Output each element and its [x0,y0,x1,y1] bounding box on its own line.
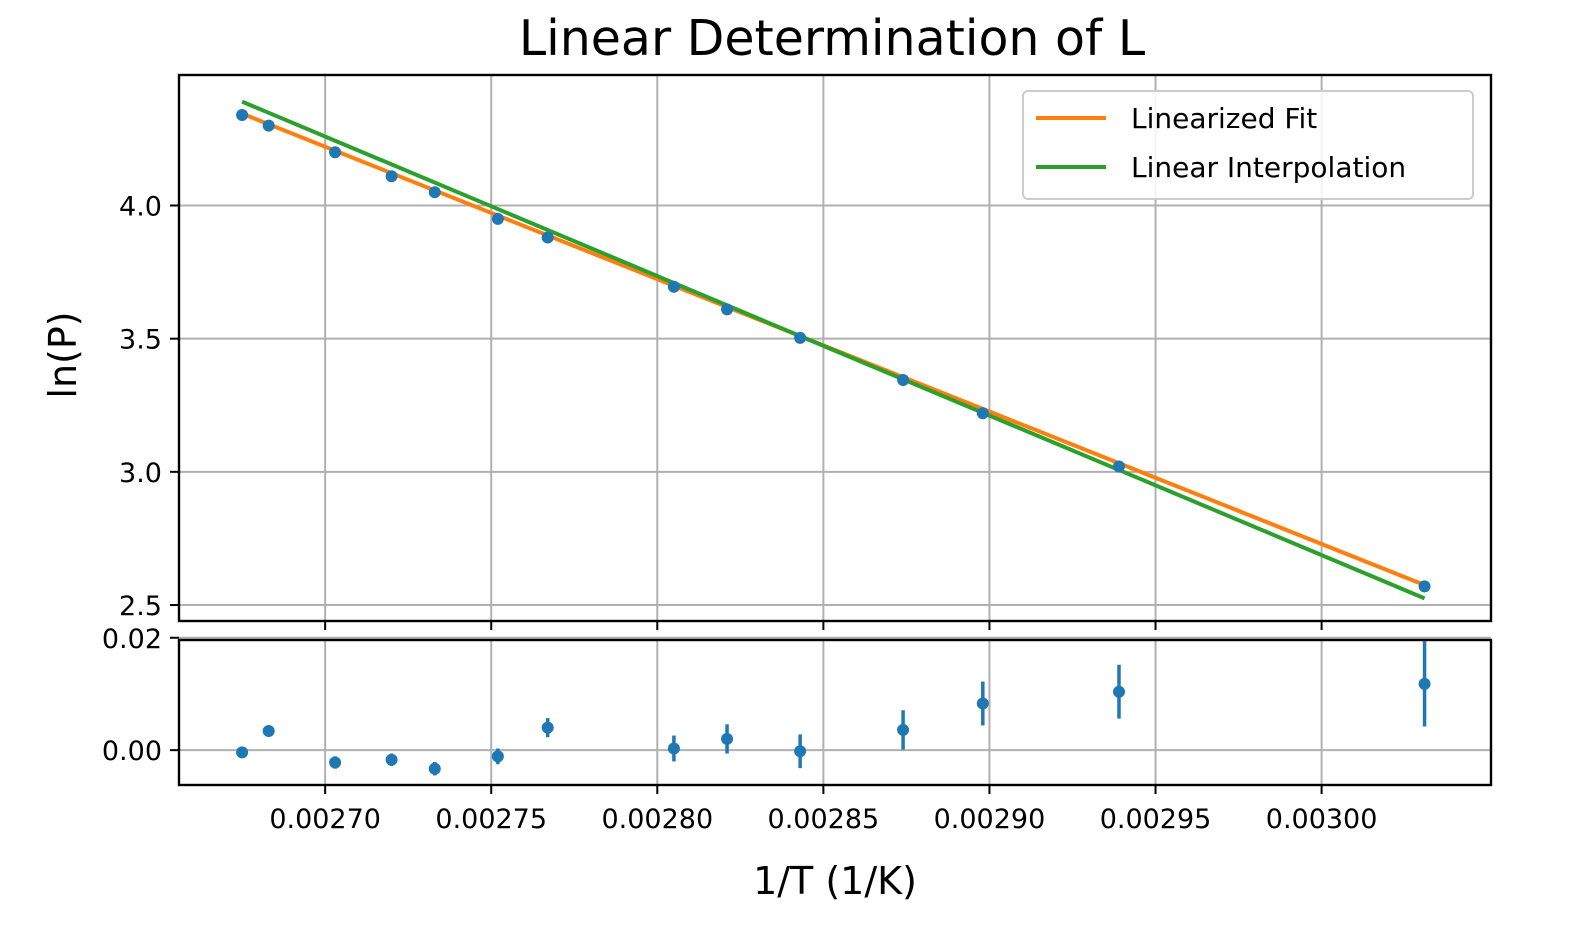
data-point [541,231,554,244]
x-tick-label: 0.00295 [1100,804,1212,835]
residual-y-tick-label: 0.02 [102,624,162,655]
residual-point [428,762,441,775]
x-tick-label: 0.00270 [269,804,381,835]
x-axis-label: 1/T (1/K) [753,859,917,903]
main-y-tick-label: 3.0 [119,458,162,489]
data-point [385,170,398,183]
data-point [897,373,910,386]
legend-label-linearized-fit: Linearized Fit [1131,102,1317,135]
main-y-tick-label: 3.5 [119,325,162,356]
main-plot-frame [177,73,1493,623]
residual-point [541,721,554,734]
main-y-tick-label: 2.5 [119,591,162,622]
residual-point [236,746,249,759]
residual-y-tick-label: 0.00 [102,736,162,767]
data-point [236,108,249,121]
residual-point [1418,677,1431,690]
data-point [1112,460,1125,473]
residual-plot-gridlines [179,636,1491,785]
x-tick-label: 0.00300 [1266,804,1378,835]
x-tick-label: 0.00275 [435,804,547,835]
data-point [794,331,807,344]
x-tick-label: 0.00280 [601,804,713,835]
residual-point [1112,685,1125,698]
main-plot-y-ticks: 2.5 3.0 3.5 4.0 [119,192,179,622]
residual-point [721,732,734,745]
data-point [976,407,989,420]
legend: Linearized Fit Linear Interpolation [1022,90,1474,200]
residual-point [329,756,342,769]
chart-title: Linear Determination of L [519,10,1146,67]
data-point [1418,580,1431,593]
legend-box [1022,90,1474,200]
data-point [428,186,441,199]
legend-label-linear-interpolation: Linear Interpolation [1131,151,1406,184]
residual-point [897,723,910,736]
line-linear-interpolation [241,99,1426,601]
residual-point [262,725,275,738]
data-point [667,280,680,293]
x-tick-label: 0.00285 [768,804,880,835]
data-point [329,146,342,159]
residual-plot-frame [177,638,1493,787]
residual-plot-y-ticks: 0.00 0.02 [102,624,179,767]
x-tick-label: 0.00290 [934,804,1046,835]
residual-point [491,750,504,763]
data-point [721,303,734,316]
data-point [262,119,275,132]
residual-point [667,742,680,755]
data-point [491,212,504,225]
residual-point [794,745,807,758]
residual-point [385,753,398,766]
main-plot-y-axis-label: ln(P) [41,311,85,398]
residual-plot-points [236,641,1431,776]
x-axis-ticks: 0.00270 0.00275 0.00280 0.00285 0.00290 0.002… [269,621,1377,835]
main-plot-points [236,108,1431,593]
main-y-tick-label: 4.0 [119,192,162,223]
residual-point [976,697,989,710]
